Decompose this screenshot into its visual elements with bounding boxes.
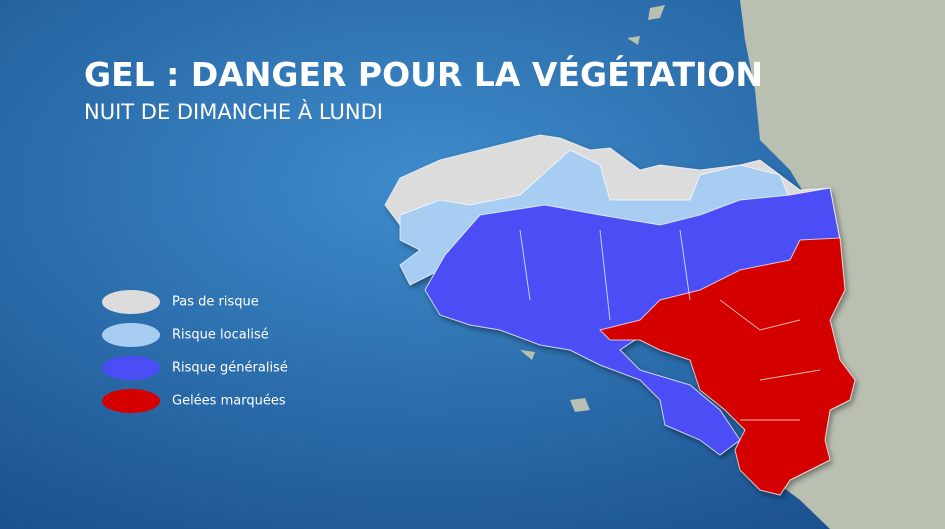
legend-label: Gelées marquées <box>172 394 286 409</box>
legend-swatch <box>102 389 160 413</box>
legend-label: Pas de risque <box>172 295 259 310</box>
regions <box>384 134 856 496</box>
legend-label: Risque généralisé <box>172 361 288 376</box>
title: GEL : DANGER POUR LA VÉGÉTATION <box>84 54 763 94</box>
legend: Pas de risque Risque localisé Risque gén… <box>102 290 288 413</box>
island <box>520 350 590 412</box>
legend-label: Risque localisé <box>172 328 269 343</box>
legend-swatch <box>102 356 160 380</box>
region-gelees-marquees <box>599 237 856 496</box>
legend-swatch <box>102 323 160 347</box>
region-borders <box>519 229 821 421</box>
island <box>627 5 665 45</box>
subtitle: NUIT DE DIMANCHE À LUNDI <box>84 99 383 124</box>
legend-swatch <box>102 290 160 314</box>
